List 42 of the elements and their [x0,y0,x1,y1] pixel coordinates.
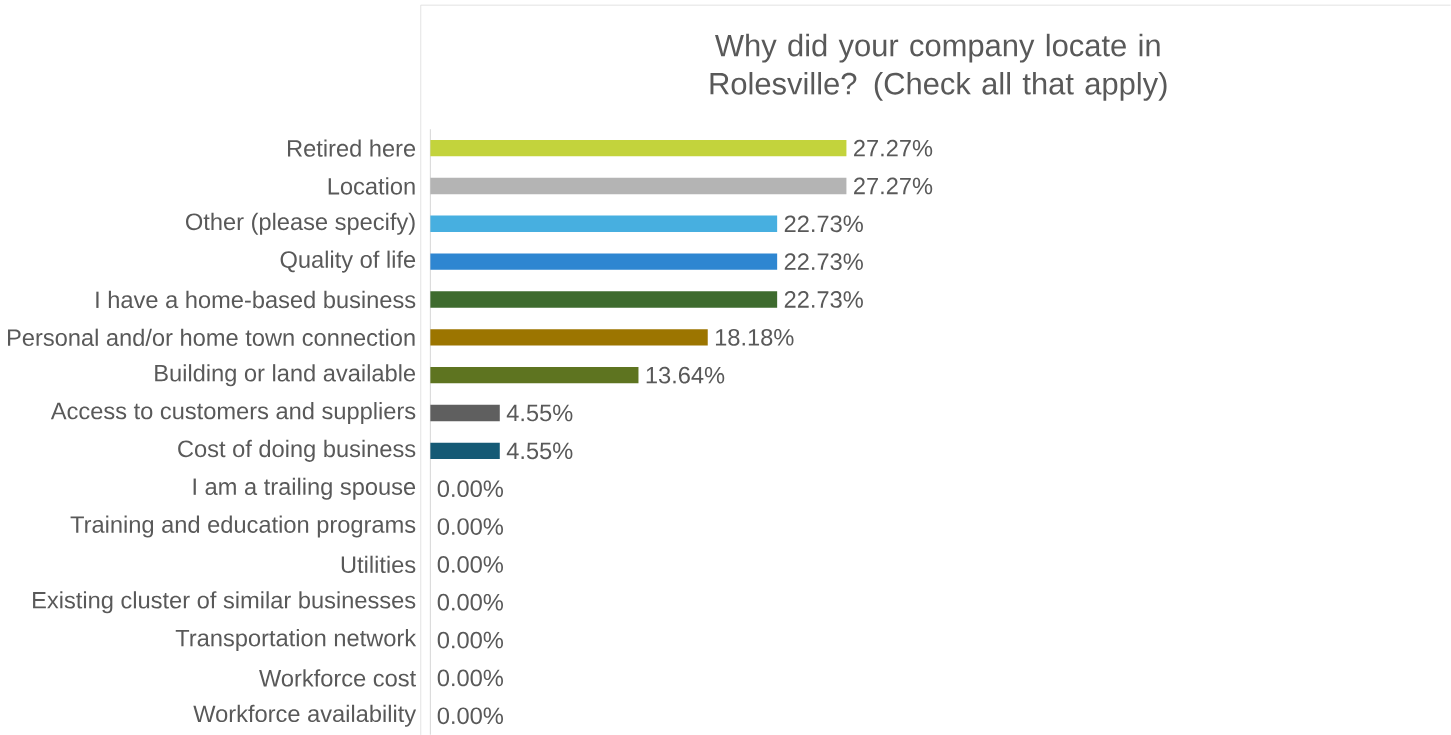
bar [430,329,708,346]
bar [430,139,847,157]
y-tick-label: Workforce cost [259,669,416,687]
y-tick-label: Utilities [341,555,416,573]
text: Why did your company locate in Rolesville? (Check all that apply) [710,33,1167,101]
data-label: 22.73% [784,290,863,308]
data-label: 22.73% [784,215,863,233]
y-tick-label: Quality of life [280,250,416,273]
data-label: 0.00% [437,631,503,649]
data-label: 0.00% [437,518,503,535]
y-tick-label: Personal and/or home town connection [8,328,415,346]
y-tick-label: Retired here [288,139,416,157]
data-label: 0.00% [437,669,503,687]
y-tick-label: I am a trailing spouse [193,477,416,500]
data-label: 0.00% [437,480,503,497]
y-tick-label: Training and education programs [70,515,416,538]
data-label: 22.73% [784,253,863,270]
y-tick-label: Cost of doing business [178,439,416,462]
data-label: 27.27% [854,139,933,157]
data-label: 4.55% [506,442,573,460]
y-tick-label: Transportation network [175,628,417,651]
y-tick-label: Existing cluster of similar businesses [33,591,416,614]
data-label: 0.00% [437,593,503,611]
bar [430,177,847,195]
data-label: 0.00% [437,707,503,725]
data-label: 18.18% [715,328,794,346]
bar [430,366,639,384]
data-label: 4.55% [506,404,573,422]
bar [430,253,778,270]
bar [430,442,500,459]
y-tick-label: I have a home-based business [96,290,416,309]
bar [430,404,500,422]
y-tick-label: Workforce availability [193,704,417,727]
data-label: 27.27% [854,177,933,195]
y-tick-label: Location [328,177,415,195]
y-tick-label: Other (please specify) [185,212,415,235]
y-tick-label: Building or land available [155,364,416,387]
bar [430,291,778,308]
data-label: 0.00% [437,555,503,573]
y-tick-label: Access to customers and suppliers [50,401,416,424]
data-label: 13.64% [646,366,725,384]
bar [430,215,778,232]
